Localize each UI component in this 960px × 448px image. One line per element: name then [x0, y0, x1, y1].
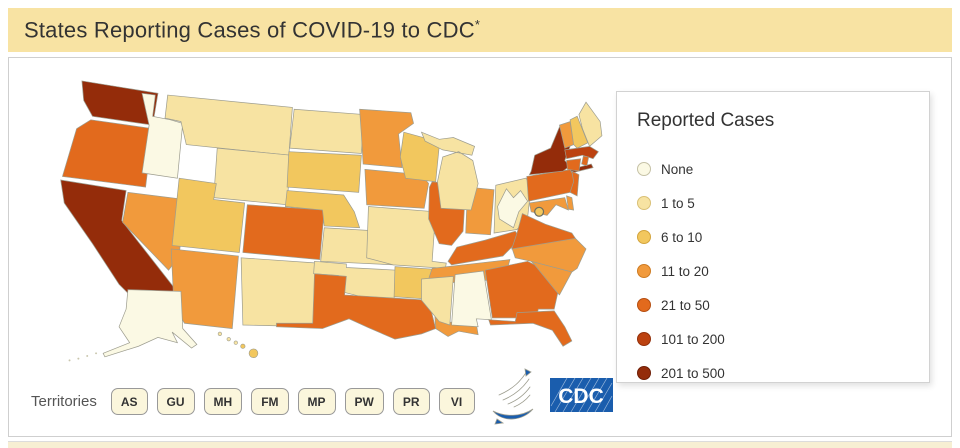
legend-swatch-icon	[637, 298, 651, 312]
cdc-logo: CDC	[550, 377, 613, 413]
svg-text:CDC: CDC	[558, 385, 604, 408]
state-hi-island[interactable]	[217, 331, 222, 336]
alaska-aleutian-dot	[68, 359, 71, 362]
legend-item-label: None	[661, 161, 694, 177]
state-ga[interactable]	[484, 260, 559, 319]
state-fl[interactable]	[488, 310, 573, 347]
legend-item: 201 to 500	[637, 356, 909, 390]
legend-item-label: 101 to 200	[661, 331, 725, 347]
title-asterisk: *	[474, 16, 481, 32]
legend-swatch-icon	[637, 332, 651, 346]
legend-item-label: 201 to 500	[661, 365, 725, 381]
next-section-edge	[8, 441, 952, 448]
legend-box: Reported Cases None 1 to 5 6 to 10 11 to 20…	[616, 91, 930, 383]
territory-button-mh[interactable]: MH	[203, 388, 243, 415]
legend-swatch-icon	[637, 196, 651, 210]
territory-button-pr[interactable]: PR	[392, 388, 430, 415]
legend-swatch-icon	[637, 162, 651, 176]
logo-group: CDC	[487, 366, 619, 426]
title-bar: States Reporting Cases of COVID-19 to CD…	[8, 8, 952, 52]
state-ms[interactable]	[421, 275, 454, 326]
state-sd[interactable]	[286, 151, 362, 193]
territory-button-fm[interactable]: FM	[251, 388, 289, 415]
state-ne[interactable]	[284, 190, 361, 229]
legend-item-label: 21 to 50	[661, 297, 710, 313]
alaska-aleutian-dot	[95, 352, 98, 355]
territory-button-as[interactable]: AS	[110, 388, 148, 415]
map-panel: Reported Cases None 1 to 5 6 to 10 11 to 20…	[8, 57, 952, 437]
territory-button-gu[interactable]: GU	[156, 388, 195, 415]
state-nj[interactable]	[569, 170, 580, 197]
state-hi-island[interactable]	[248, 348, 259, 359]
page-title: States Reporting Cases of COVID-19 to CD…	[24, 16, 481, 43]
state-mt[interactable]	[164, 94, 293, 156]
state-wy[interactable]	[213, 147, 292, 206]
state-hi-island[interactable]	[240, 343, 246, 349]
legend-item: None	[637, 152, 909, 186]
territories-bar: Territories AS GU MH FM MP PW PR VI	[31, 388, 484, 415]
state-nm[interactable]	[240, 257, 319, 328]
state-va[interactable]	[511, 213, 576, 250]
legend-item: 101 to 200	[637, 322, 909, 356]
state-de[interactable]	[566, 195, 575, 211]
state-me[interactable]	[578, 101, 603, 147]
us-map	[60, 80, 603, 362]
legend-item: 6 to 10	[637, 220, 909, 254]
state-tx[interactable]	[276, 273, 437, 340]
legend-item-label: 11 to 20	[661, 263, 709, 279]
legend-swatch-icon	[637, 264, 651, 278]
state-ut[interactable]	[171, 177, 246, 253]
legend-item-label: 1 to 5	[661, 195, 695, 211]
territory-button-pw[interactable]: PW	[344, 388, 384, 415]
legend-item: 1 to 5	[637, 186, 909, 220]
legend-swatch-icon	[637, 366, 651, 380]
state-ak[interactable]	[102, 289, 198, 358]
state-nd[interactable]	[289, 108, 365, 154]
state-or[interactable]	[61, 119, 154, 188]
state-al[interactable]	[451, 270, 492, 328]
state-wa[interactable]	[81, 80, 159, 126]
legend-item-label: 6 to 10	[661, 229, 703, 245]
state-hi-island[interactable]	[233, 340, 238, 345]
territory-button-mp[interactable]: MP	[297, 388, 336, 415]
hhs-eagle-icon	[492, 368, 534, 425]
state-ri[interactable]	[581, 155, 590, 167]
state-ma[interactable]	[564, 145, 599, 160]
state-mi[interactable]	[420, 131, 479, 211]
state-dc-marker[interactable]	[534, 206, 545, 217]
state-wv[interactable]	[497, 188, 529, 229]
legend-title: Reported Cases	[637, 110, 775, 131]
state-ct[interactable]	[566, 158, 582, 172]
state-nh[interactable]	[569, 115, 589, 149]
alaska-aleutian-dot	[86, 354, 89, 357]
territories-label: Territories	[31, 393, 97, 410]
territory-button-vi[interactable]: VI	[438, 388, 475, 415]
state-hi-island[interactable]	[226, 337, 231, 342]
state-co[interactable]	[242, 204, 325, 260]
alaska-aleutian-dot	[77, 357, 80, 360]
legend-swatch-icon	[637, 230, 651, 244]
legend-item: 21 to 50	[637, 288, 909, 322]
state-mn[interactable]	[359, 108, 414, 168]
legend-item: 11 to 20	[637, 254, 909, 288]
